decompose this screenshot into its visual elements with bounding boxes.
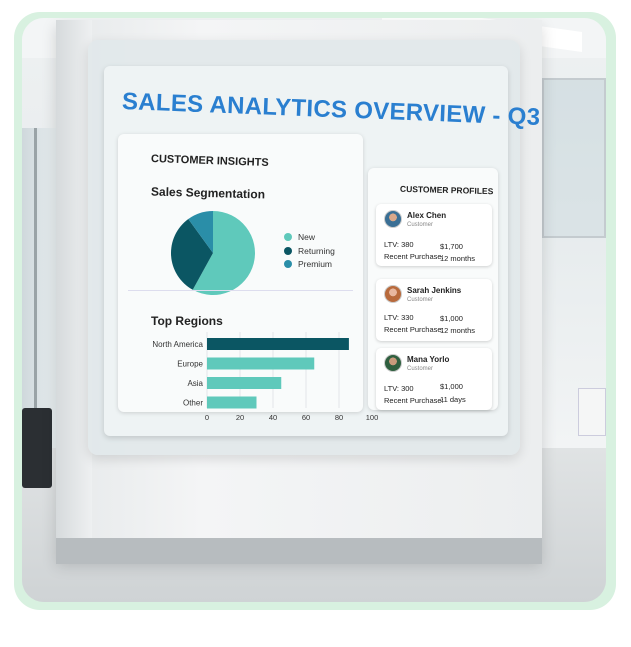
ltv-value: LTV: 300 <box>384 384 414 393</box>
legend-swatch <box>284 247 292 255</box>
profile-card-sarah-jenkins[interactable]: Sarah Jenkins Customer LTV: 330 $1,000 R… <box>376 279 492 341</box>
pie-slice-premium <box>188 211 213 253</box>
background-room <box>542 78 606 448</box>
profile-card-mana-yorlo[interactable]: Mana Yorlo Customer LTV: 300 $1,000 Rece… <box>376 348 492 410</box>
recent-purchase-label: Recent Purchase: <box>384 252 444 261</box>
top-regions-bar-chart: 0 20 40 60 80 100 North America Europe Asia Other <box>152 332 379 422</box>
category-label: Asia <box>187 379 203 388</box>
legend-swatch <box>284 260 292 268</box>
avatar <box>384 210 402 228</box>
customer-role: Customer <box>407 222 434 228</box>
bar-asia <box>207 377 282 389</box>
customer-role: Customer <box>407 366 434 372</box>
amount-value: $1,700 <box>440 242 463 251</box>
customer-role: Customer <box>407 297 434 303</box>
profile-card-alex-chen[interactable]: Alex Chen Customer LTV: 380 $1,700 Recen… <box>376 204 492 266</box>
section-divider <box>128 290 353 291</box>
x-tick-label: 80 <box>335 413 343 422</box>
avatar <box>384 354 402 372</box>
avatar <box>384 285 402 303</box>
top-regions-title: Top Regions <box>151 314 223 328</box>
recent-purchase-value: 12 months <box>440 326 476 335</box>
category-label: Other <box>183 399 203 408</box>
office-chair <box>22 408 52 488</box>
x-tick-label: 40 <box>269 413 277 422</box>
x-tick-label: 0 <box>205 413 209 422</box>
customer-name: Mana Yorlo <box>407 355 450 364</box>
customer-name: Sarah Jenkins <box>407 286 462 295</box>
recent-purchase-label: Recent Purchase: <box>384 396 444 405</box>
sales-segmentation-pie <box>171 211 255 295</box>
ltv-value: LTV: 330 <box>384 313 414 322</box>
customer-name: Alex Chen <box>407 211 447 220</box>
pie-slice-new <box>192 211 255 295</box>
sales-segmentation-title: Sales Segmentation <box>150 184 266 202</box>
amount-value: $1,000 <box>440 314 463 323</box>
wall-base <box>56 538 542 564</box>
amount-value: $1,000 <box>440 382 463 391</box>
glass-railing <box>542 78 606 238</box>
recent-purchase-label: Recent Purchase: <box>384 325 444 334</box>
reception-desk <box>578 388 606 436</box>
bar-europe <box>207 357 315 370</box>
legend-item-new: New <box>284 232 315 242</box>
legend-swatch <box>284 233 292 241</box>
recent-purchase-value: 12 months <box>440 254 476 263</box>
category-label: Europe <box>177 360 203 369</box>
x-tick-label: 100 <box>366 413 379 422</box>
ltv-value: LTV: 380 <box>384 240 414 249</box>
legend-item-returning: Returning <box>284 246 335 256</box>
recent-purchase-value: 11 days <box>440 395 466 404</box>
wall-pillar <box>56 20 92 560</box>
x-tick-label: 60 <box>302 413 310 422</box>
x-tick-label: 20 <box>236 413 244 422</box>
bar-other <box>207 396 257 409</box>
category-label: North America <box>152 340 203 349</box>
legend-item-premium: Premium <box>284 259 332 269</box>
bar-north-america <box>207 338 349 350</box>
pie-slice-returning <box>171 219 213 290</box>
